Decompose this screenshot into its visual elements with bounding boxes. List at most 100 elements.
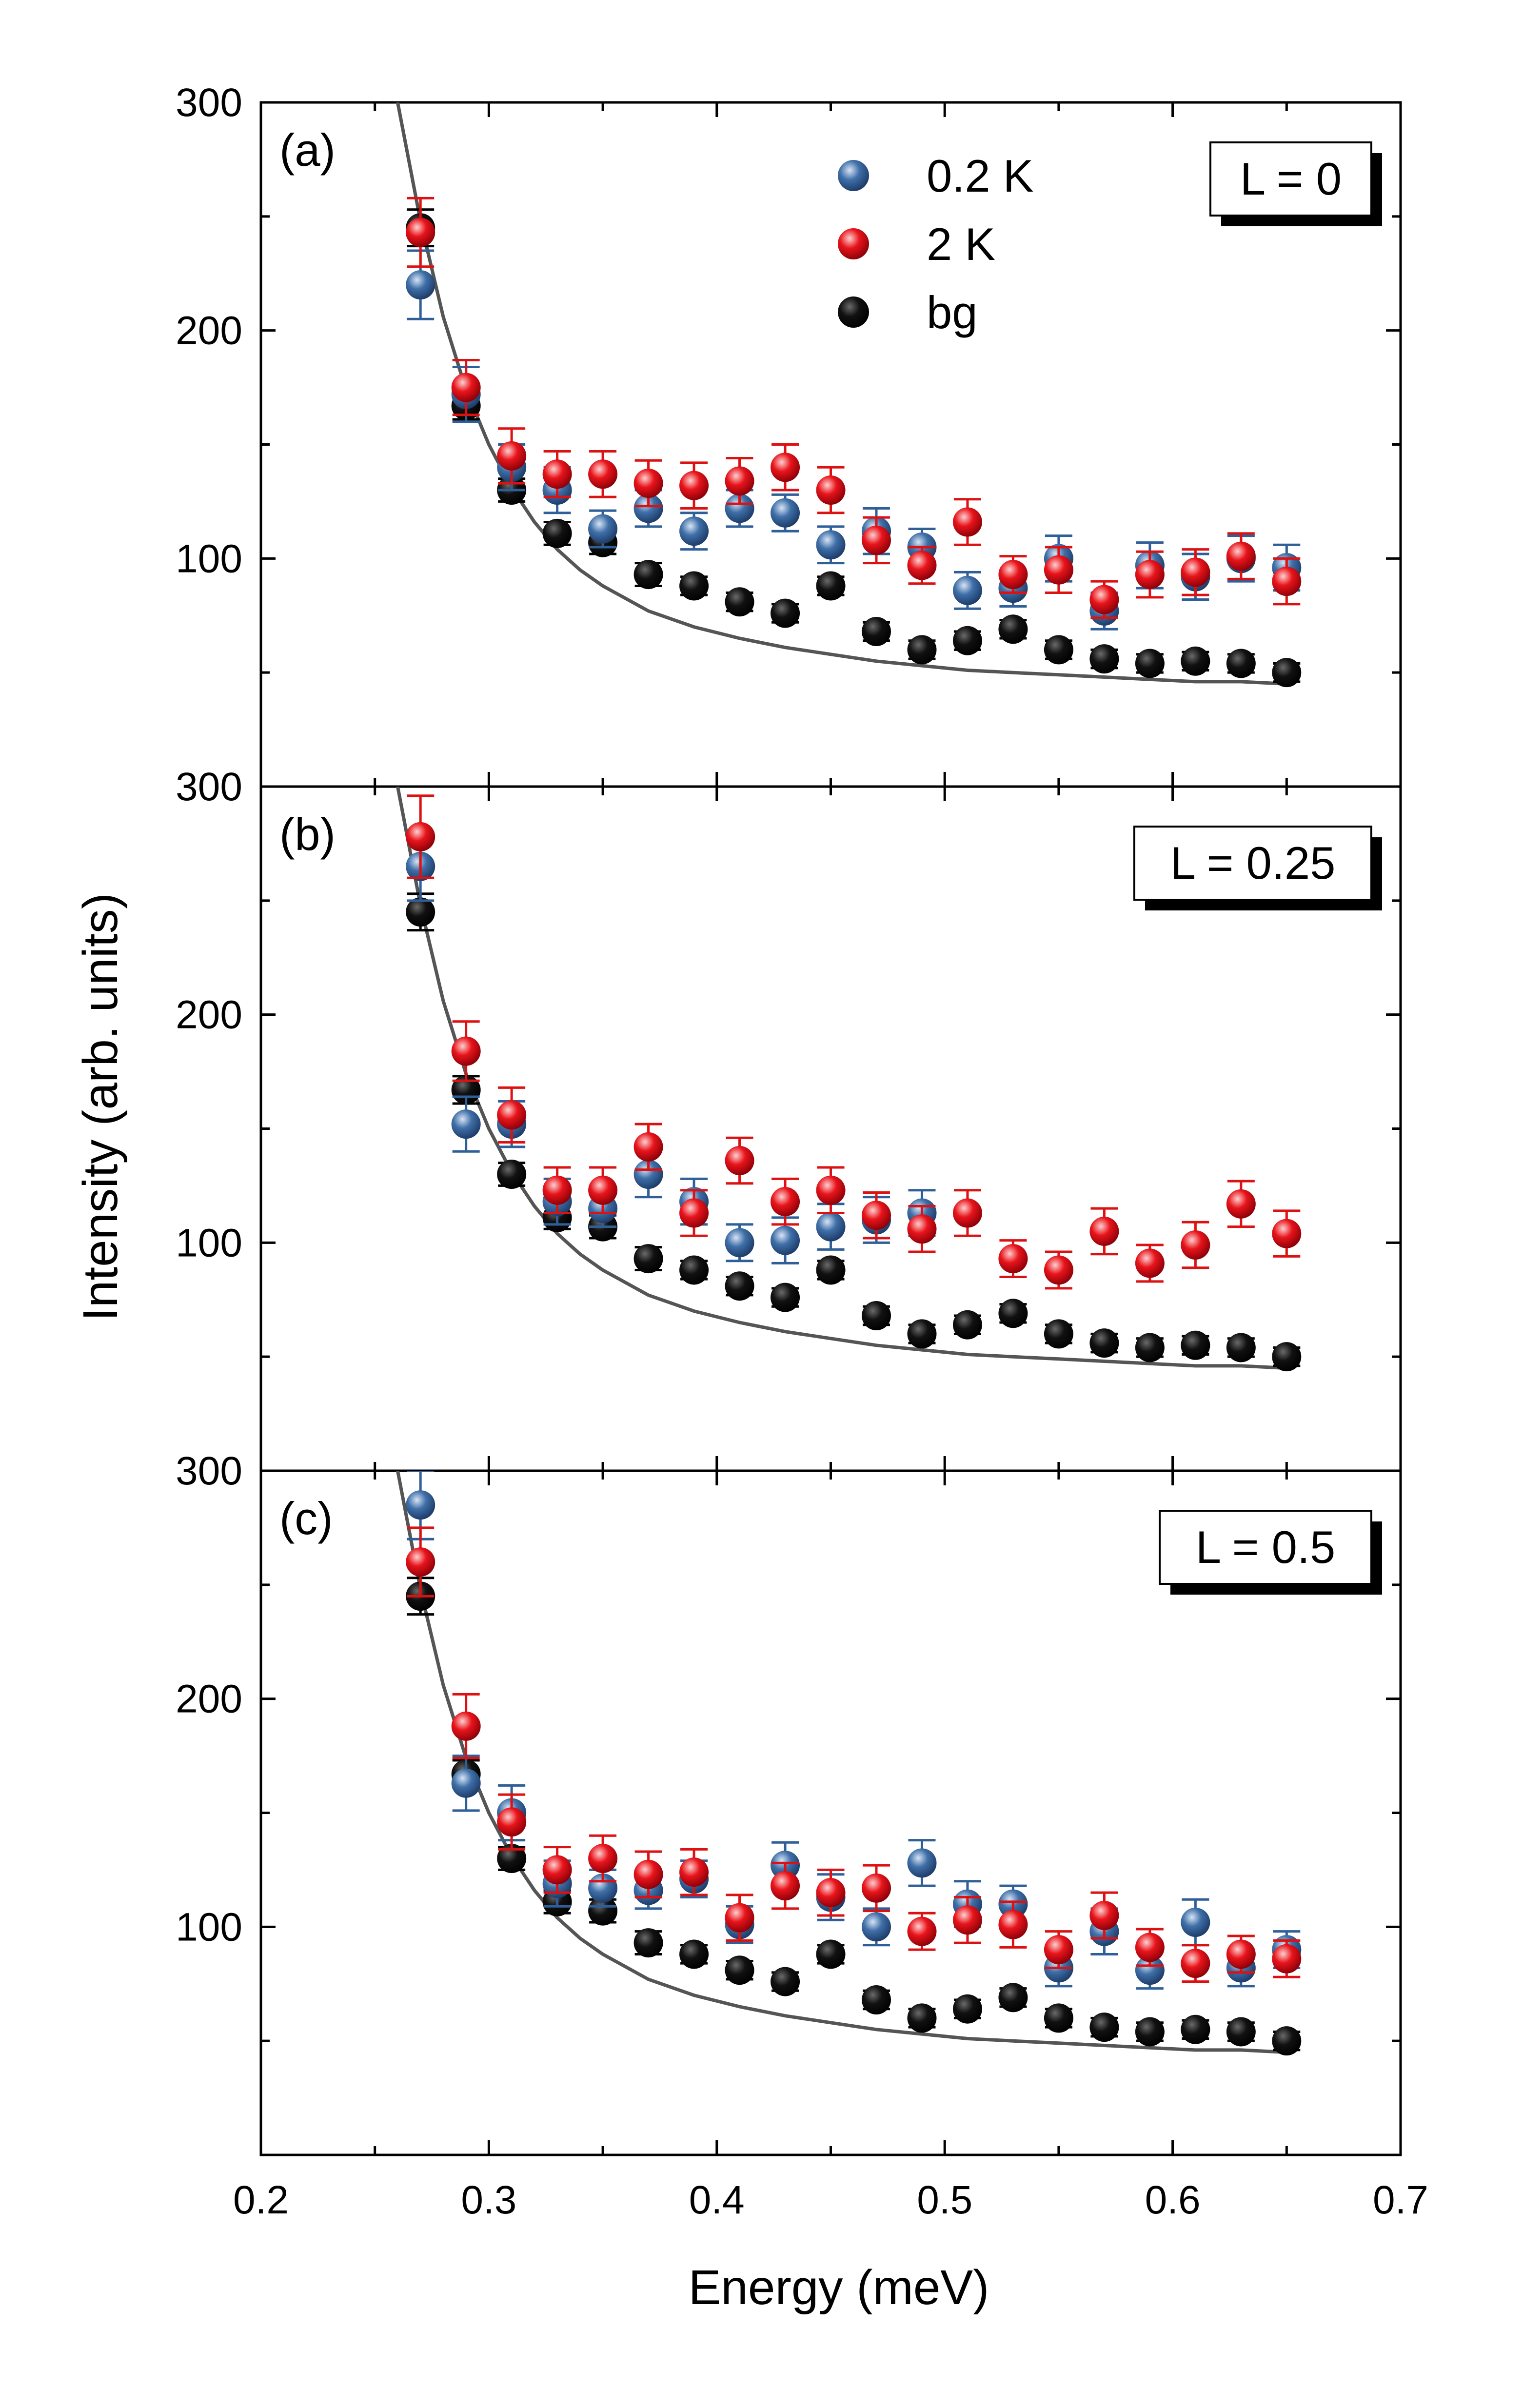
panel-a: 100 200 300 (a) L = 0 0.2 K 2 K bg [176,80,1402,788]
data-point [816,1175,846,1205]
data-point [861,1873,891,1903]
data-point [952,1905,982,1935]
y-tick-label: 100 [176,1221,242,1265]
data-point [1044,2003,1073,2033]
data-point [633,1160,663,1189]
data-point [1181,2014,1210,2044]
data-point [1044,1255,1073,1285]
data-point [1135,1248,1165,1278]
fit-curve [396,102,1287,686]
series-bg [406,892,1302,1372]
data-point [497,1100,527,1130]
data-point [451,1109,481,1139]
data-point [1044,635,1073,665]
data-point [1272,658,1302,688]
fit-curve [396,787,1287,1370]
data-point [1226,541,1256,571]
data-point [725,1903,754,1933]
series-2k [406,1526,1302,1983]
legend: 0.2 K 2 K bg [838,150,1034,338]
data-point [816,1939,846,1969]
data-point [1181,1230,1210,1260]
y-axis-label: Intensity (arb. units) [73,893,128,1321]
data-point [998,1244,1028,1274]
panel-c: 100 200 300 (c) L = 0.5 [176,1449,1402,2156]
data-point [998,560,1028,590]
series-bg [406,1577,1302,2056]
data-point [861,1985,891,2014]
data-point [679,1857,709,1887]
data-point [952,626,982,655]
data-point [907,551,937,580]
series-2k [406,197,1302,619]
panel-label: (b) [279,809,336,860]
data-point [497,441,527,471]
x-tick-label: 0.5 [917,2178,972,2222]
legend-marker [838,228,869,259]
data-point [861,1912,891,1942]
data-point [451,1768,481,1798]
data-point [725,466,754,496]
data-point [771,1187,800,1217]
data-point [725,1228,754,1258]
data-point [1181,1949,1210,1978]
legend-marker [838,160,869,191]
data-point [451,1711,481,1741]
data-point [952,507,982,537]
data-point [1181,646,1210,676]
series-2k [406,794,1302,1290]
data-point [1226,1189,1256,1219]
data-point [861,1201,891,1230]
data-point [1135,649,1165,678]
data-point [497,1160,527,1189]
x-axis-label: Energy (meV) [689,2260,989,2315]
y-tick-label: 300 [176,765,242,809]
data-point [1044,1935,1073,1965]
data-point [771,1967,800,1996]
data-point [907,1916,937,1946]
data-point [633,560,663,590]
x-tick-label: 0.7 [1373,2178,1428,2222]
y-tick-label: 100 [176,1905,242,1949]
tag-box [1159,1510,1372,1585]
data-point [861,1301,891,1330]
x-tick-label: 0.4 [689,2178,745,2222]
data-point [679,471,709,500]
series-02k [406,831,937,1264]
data-point [633,1132,663,1162]
data-point [588,514,618,544]
data-point [406,1490,435,1520]
x-tick-label: 0.2 [233,2178,289,2222]
y-tick-label: 200 [176,993,242,1037]
data-point [816,475,846,505]
data-point [406,897,435,927]
data-point [406,217,435,247]
data-point [633,1859,663,1889]
data-point [542,1855,572,1885]
data-point [1089,644,1119,674]
data-point [771,1225,800,1255]
data-point [679,1255,709,1285]
y-tick-label: 100 [176,536,242,581]
data-point [1089,1900,1119,1930]
data-point [588,1175,618,1205]
data-point [1135,2017,1165,2047]
data-point [816,571,846,601]
data-point [679,1939,709,1969]
data-point [1272,1342,1302,1372]
data-point [1089,2013,1119,2042]
panel-label: (a) [279,124,336,176]
data-point [542,518,572,548]
data-point [588,1844,618,1874]
data-point [861,525,891,555]
data-point [1089,1328,1119,1358]
data-point [771,1283,800,1312]
data-point [907,1214,937,1244]
data-point [1272,1219,1302,1248]
data-point [725,1145,754,1175]
tag-label: L = 0 [1240,153,1342,204]
data-point [816,1878,846,1908]
series-bg [406,208,1302,688]
tag-box [1209,141,1372,217]
